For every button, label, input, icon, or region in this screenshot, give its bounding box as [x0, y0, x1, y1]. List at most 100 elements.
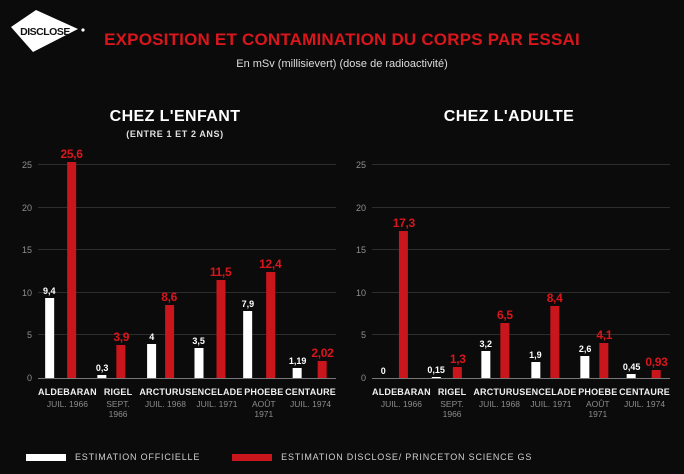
bar-value-label: 1,9: [529, 349, 542, 360]
y-tick-label: 20: [355, 202, 366, 213]
bar-column-disclose: 11,5: [210, 148, 232, 378]
category-date: JUIL. 1974: [289, 399, 332, 409]
bar-value-label: 2,02: [311, 345, 334, 360]
category-label: RIGEL SEPT. 1966: [97, 387, 140, 419]
bar-disclose: [265, 272, 275, 378]
bar-value-label: 11,5: [209, 265, 232, 280]
bar-column-disclose: 8,6: [161, 148, 177, 378]
bar-column-official: 3,5: [192, 148, 205, 378]
bar-column-official: 3,2: [480, 148, 492, 378]
bar-value-label: 6,5: [497, 307, 513, 322]
y-tick-label: 5: [26, 330, 32, 341]
bar-disclose: [116, 344, 126, 378]
chart-title: CHEZ L'ENFANT: [109, 108, 241, 125]
bar-group: 3,2 6,5: [480, 148, 513, 378]
page-title: EXPOSITION ET CONTAMINATION DU CORPS PAR…: [104, 30, 580, 49]
category-name: RIGEL: [103, 387, 133, 397]
bar-group: 4 8,6: [147, 148, 177, 378]
bar-column-official: 2,6: [578, 148, 592, 378]
gridline: [38, 291, 336, 293]
bar-value-label: 1,19: [288, 355, 307, 366]
category-name: CENTAURE: [285, 387, 336, 397]
logo-text: DISCLOSE: [20, 26, 70, 38]
bar-disclose: [399, 230, 409, 378]
x-axis-labels: ALDEBARAN JUIL. 1966 RIGEL SEPT. 1966 ARCTUR…: [38, 387, 336, 419]
bar-group: 3,5 11,5: [192, 148, 232, 378]
gridline: [38, 249, 336, 251]
bar-column-official: 1,19: [288, 148, 307, 378]
category-label: CENTAURE JUIL. 1974: [619, 387, 670, 419]
gridline: [38, 334, 336, 336]
gridline: [372, 334, 670, 336]
bar-column-disclose: 17,3: [393, 148, 415, 378]
bar-value-label: 0,45: [622, 362, 641, 373]
category-date: JUIL. 1966: [46, 399, 88, 409]
bar-disclose: [164, 304, 174, 378]
bar-group: 0,3 3,9: [96, 148, 129, 378]
chart-subtitle: (ENTRE 1 ET 2 ANS): [126, 129, 224, 139]
bar-column-official: 7,9: [242, 148, 254, 378]
category-label: RIGEL SEPT. 1966: [431, 387, 474, 419]
bar-column-disclose: 0,93: [645, 148, 668, 378]
category-date: JUIL. 1968: [144, 399, 186, 409]
bar-column-official: 0,3: [96, 148, 108, 378]
legend-swatch-red: [232, 453, 273, 461]
category-date: JUIL. 1968: [478, 399, 520, 409]
bar-official: [97, 375, 107, 378]
bar-column-official: 0,45: [622, 148, 641, 378]
bar-column-disclose: 2,02: [311, 148, 334, 378]
y-tick-label: 10: [355, 287, 366, 298]
bar-column-official: 9,4: [43, 148, 56, 378]
page-subtitle: En mSv (millisievert) (dose de radioacti…: [236, 58, 448, 70]
category-date: JUIL. 1971: [196, 399, 238, 409]
y-tick-label: 0: [26, 373, 32, 383]
y-tick-label: 10: [21, 287, 32, 298]
category-name: PHOEBE: [578, 387, 618, 397]
bar-group: 0,15 1,3: [427, 148, 466, 378]
bar-official: [431, 376, 441, 378]
bar-official: [580, 355, 590, 378]
bar-column-official: 4: [147, 148, 157, 378]
bar-column-disclose: 1,3: [450, 148, 466, 378]
category-date: SEPT. 1966: [106, 399, 130, 419]
bar-value-label: 3,5: [192, 336, 205, 347]
y-tick-label: 25: [355, 160, 366, 171]
bar-disclose: [500, 322, 510, 378]
gridline: [372, 206, 670, 208]
bar-column-disclose: 8,4: [547, 148, 563, 378]
legend-item-officielle: ESTIMATION OFFICIELLE: [26, 452, 200, 462]
bar-value-label: 8,4: [546, 291, 563, 306]
chart-header: CHEZ L'ADULTE: [342, 100, 676, 148]
bar-value-label: 12,4: [259, 257, 282, 272]
bar-official: [627, 374, 637, 378]
bar-value-label: 17,3: [392, 215, 415, 230]
bar-group: 9,4 25,6: [43, 148, 83, 378]
category-date: JUIL. 1966: [380, 399, 422, 409]
bar-value-label: 8,6: [161, 289, 178, 304]
gridline: [372, 164, 670, 166]
charts-row: CHEZ L'ENFANT (ENTRE 1 ET 2 ANS) 0 5 10 15 2…: [8, 100, 676, 419]
bar-value-label: 25,6: [60, 147, 83, 161]
bar-official: [44, 297, 54, 378]
bar-column-disclose: 6,5: [497, 148, 513, 378]
category-date: AOÛT 1971: [251, 399, 276, 419]
bar-group: 0 17,3: [379, 148, 415, 378]
bar-column-official: 0: [379, 148, 388, 378]
plot-area: 0 5 10 15 20 25 9,4 25,6 0,3 3,9 4 8,6 3,5 11,5 7,9 12,…: [22, 148, 336, 383]
bar-value-label: 0: [380, 366, 386, 376]
legend-label: ESTIMATION DISCLOSE/ PRINCETON SCIENCE G…: [281, 452, 533, 462]
gridline: [372, 291, 670, 293]
category-label: ARCTURUS JUIL. 1968: [139, 387, 191, 419]
bar-column-official: 0,15: [427, 148, 445, 378]
category-name: ALDEBARAN: [372, 387, 431, 397]
category-name: ENCELADE: [525, 387, 577, 397]
bar-disclose: [317, 360, 327, 378]
y-tick-label: 20: [21, 202, 32, 213]
bar-column-official: 1,9: [529, 148, 542, 378]
category-label: PHOEBE AOÛT 1971: [243, 387, 286, 419]
bar-column-disclose: 3,9: [113, 148, 129, 378]
category-name: ALDEBARAN: [38, 387, 97, 397]
bar-value-label: 2,6: [578, 343, 592, 354]
x-axis-labels: ALDEBARAN JUIL. 1966 RIGEL SEPT. 1966 ARCTUR…: [372, 387, 670, 419]
